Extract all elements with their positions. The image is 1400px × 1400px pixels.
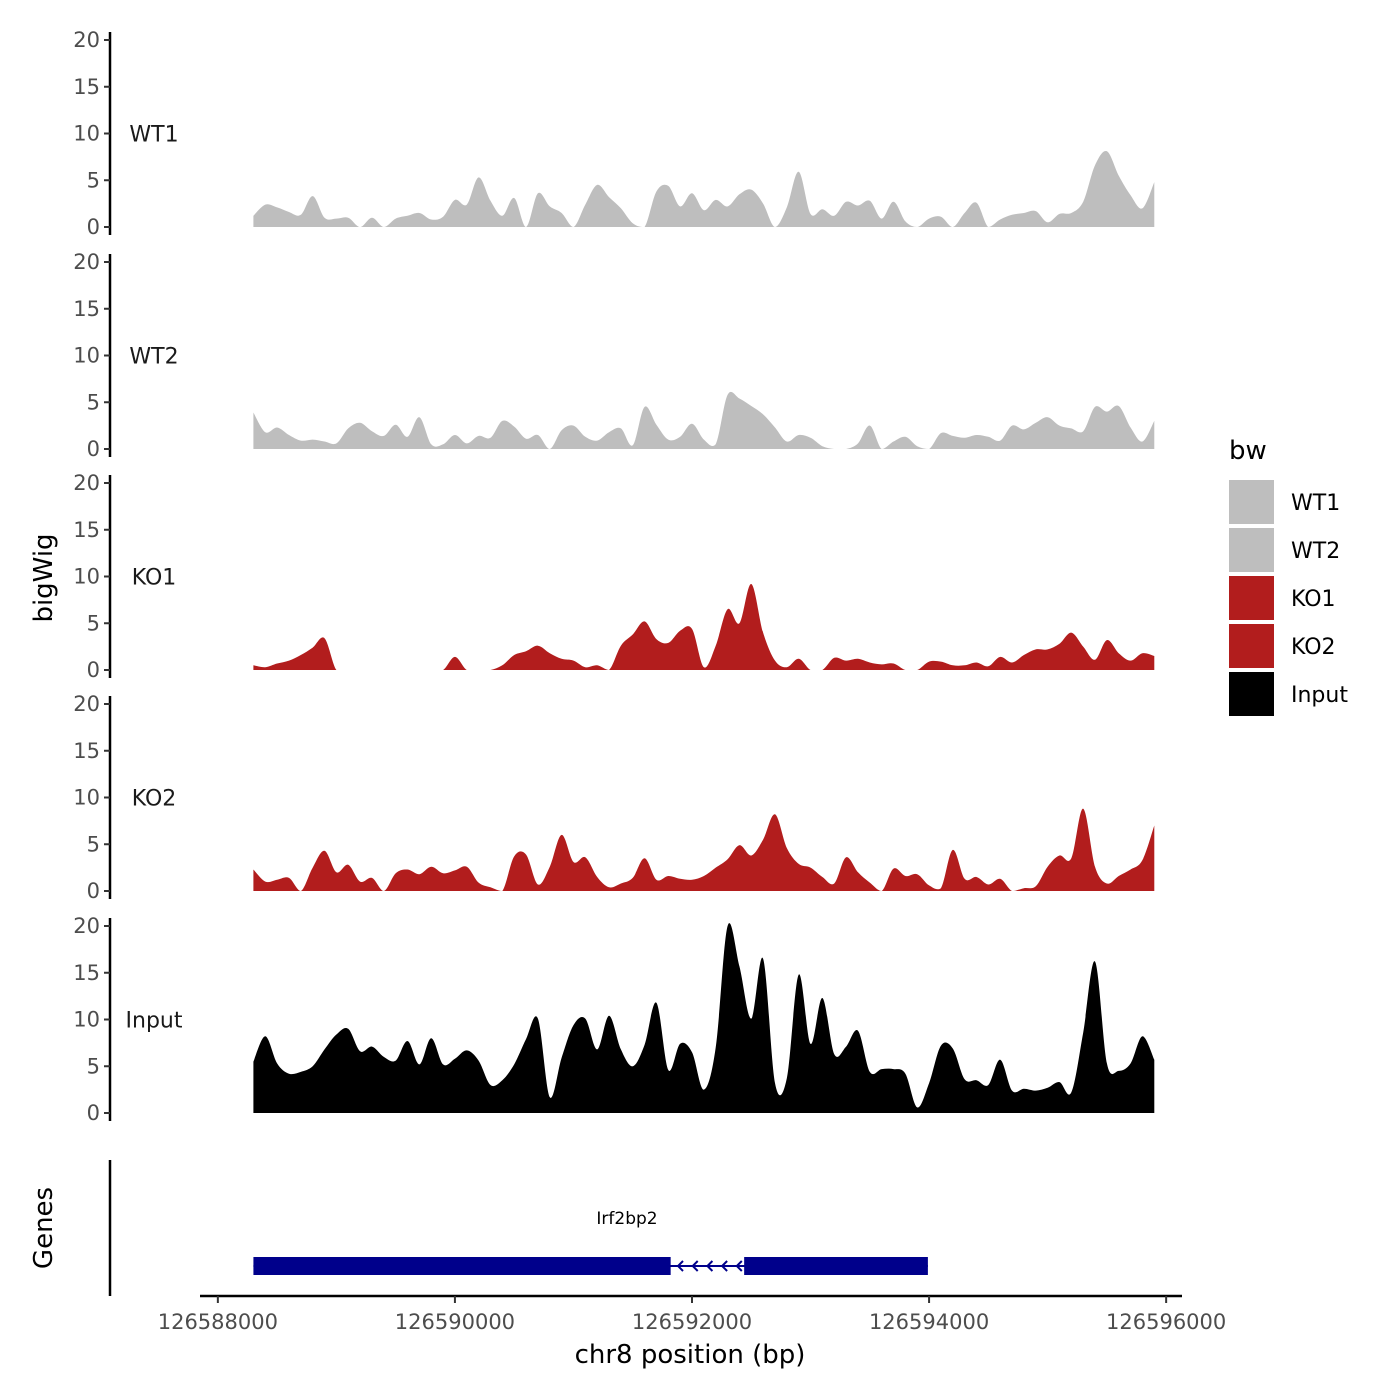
y-tick-label: 15 — [73, 961, 100, 985]
x-axis-title: chr8 position (bp) — [575, 1340, 806, 1370]
y-tick-label: 5 — [87, 390, 100, 414]
x-tick-label: 126596000 — [1106, 1310, 1226, 1334]
legend-swatch — [1229, 576, 1274, 620]
legend-label: KO1 — [1291, 587, 1336, 612]
track-ko2: 0 5 10 15 20 KO2 — [73, 692, 1155, 903]
track-label: WT2 — [129, 345, 178, 370]
strand-arrow-icon — [676, 1260, 684, 1272]
y-tick-label: 15 — [73, 75, 100, 99]
track-wt2: 0 5 10 15 20 WT2 — [73, 250, 1155, 461]
y-tick-label: 15 — [73, 739, 100, 763]
strand-arrow-icon — [720, 1260, 728, 1272]
legend-item-ko1: KO1 — [1229, 576, 1336, 620]
y-tick-label: 15 — [73, 518, 100, 542]
y-tick-label: 5 — [87, 168, 100, 192]
y-tick-label: 0 — [87, 215, 100, 239]
strand-arrow-icon — [705, 1260, 714, 1272]
x-tick-label: 126594000 — [869, 1310, 989, 1334]
legend-item-input: Input — [1229, 672, 1348, 716]
track-ko1: 0 5 10 15 20 KO1 — [73, 471, 1155, 682]
gene-exon — [253, 1257, 671, 1275]
y-tick-label: 15 — [73, 297, 100, 321]
track-area-ko1 — [253, 583, 1155, 670]
y-tick-label: 5 — [87, 832, 100, 856]
x-axis: 126588000 126590000 126592000 126594000 1265… — [158, 1294, 1226, 1334]
y-tick-label: 10 — [73, 1008, 100, 1032]
legend-label: Input — [1291, 683, 1348, 708]
track-area-input — [253, 923, 1155, 1113]
y-tick-label: 5 — [87, 611, 100, 635]
y-tick-label: 20 — [73, 28, 100, 52]
legend-swatch — [1229, 624, 1274, 668]
y-tick-label: 5 — [87, 1054, 100, 1078]
y-tick-label: 20 — [73, 914, 100, 938]
track-label: Input — [126, 1009, 183, 1034]
track-input: 0 5 10 15 20 Input — [73, 914, 1155, 1125]
genes-panel-title: Genes — [29, 1187, 59, 1269]
y-tick-label: 0 — [87, 879, 100, 903]
x-tick-label: 126590000 — [395, 1310, 515, 1334]
gene-exon — [744, 1257, 928, 1275]
x-tick-label: 126588000 — [158, 1310, 278, 1334]
track-wt1: 0 5 10 15 20 WT1 — [73, 28, 1155, 239]
track-area-wt2 — [253, 391, 1155, 449]
y-tick-label: 20 — [73, 471, 100, 495]
genes-panel: Irf2bp2 — [108, 1160, 928, 1296]
legend-swatch — [1229, 528, 1274, 572]
y-axis-title: bigWig — [29, 533, 59, 622]
y-tick-label: 0 — [87, 1101, 100, 1125]
y-tick-label: 10 — [73, 344, 100, 368]
y-tick-label: 0 — [87, 658, 100, 682]
legend-swatch — [1229, 480, 1274, 524]
legend: bw WT1 WT2 KO1 KO2 Input — [1229, 436, 1348, 716]
x-tick-label: 126592000 — [632, 1310, 752, 1334]
legend-item-ko2: KO2 — [1229, 624, 1336, 668]
y-tick-label: 20 — [73, 250, 100, 274]
y-tick-label: 0 — [87, 437, 100, 461]
tracks-layer: 0 5 10 15 20 WT1 0 5 10 15 20 WT2 0 5 10 15 20 KO1 0 5 10 15 2… — [73, 28, 1155, 1125]
legend-item-wt2: WT2 — [1229, 528, 1340, 572]
strand-arrow-icon — [691, 1260, 699, 1272]
legend-label: KO2 — [1291, 635, 1336, 660]
gene-irf2bp2: Irf2bp2 — [253, 1209, 928, 1275]
y-tick-label: 10 — [73, 122, 100, 146]
legend-title: bw — [1229, 436, 1267, 466]
track-area-wt1 — [253, 151, 1155, 227]
legend-swatch — [1229, 672, 1274, 716]
strand-arrow-icon — [735, 1260, 743, 1272]
track-label: KO1 — [132, 566, 177, 591]
y-tick-label: 10 — [73, 565, 100, 589]
legend-item-wt1: WT1 — [1229, 480, 1340, 524]
y-tick-label: 20 — [73, 692, 100, 716]
y-tick-label: 10 — [73, 786, 100, 810]
legend-label: WT2 — [1291, 539, 1340, 564]
track-area-ko2 — [253, 808, 1155, 891]
legend-label: WT1 — [1291, 491, 1340, 516]
gene-name-label: Irf2bp2 — [596, 1209, 657, 1229]
track-label: KO2 — [132, 787, 177, 812]
track-label: WT1 — [129, 123, 178, 148]
